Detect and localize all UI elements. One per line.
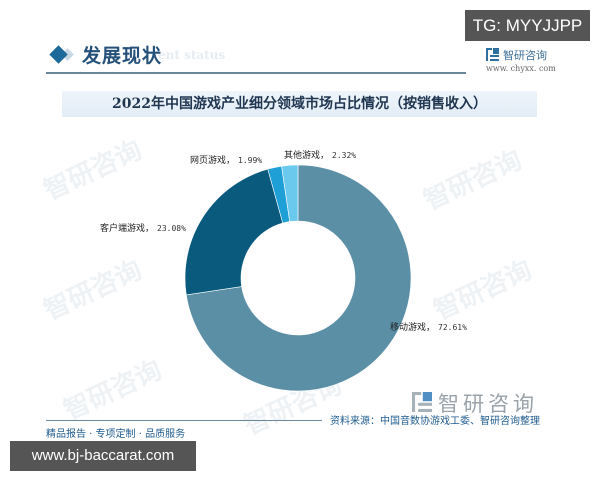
label-mobile-games: 移动游戏， 72.61% <box>390 323 467 333</box>
brand-logo-icon <box>486 48 499 61</box>
brand-name: 智研咨询 <box>503 49 547 62</box>
label-web-games-value: 1.99% <box>238 156 263 165</box>
data-source: 资料来源：中国音数协游戏工委、智研咨询整理 <box>330 416 540 427</box>
label-web-games: 网页游戏， 1.99% <box>190 156 263 166</box>
brand-url: www. chyxx. com <box>486 64 556 73</box>
chart-title: 2022年中国游戏产业细分领域市场占比情况（按销售收入） <box>112 96 487 112</box>
slice-other-games <box>281 164 299 222</box>
label-client-games-name: 客户端游戏 <box>100 224 146 234</box>
label-mobile-games-value: 72.61% <box>438 323 467 332</box>
url-overlay-badge: www.bj-baccarat.com <box>10 441 196 471</box>
tg-overlay-badge: TG: MYYJJPP <box>465 10 590 41</box>
section-title: 发展现状 <box>82 45 163 67</box>
label-other-games: 其他游戏， 2.32% <box>284 151 357 161</box>
label-client-games-value: 23.08% <box>157 224 186 233</box>
slice-mobile-games <box>185 164 412 392</box>
label-client-games: 客户端游戏， 23.08% <box>100 224 186 234</box>
label-other-games-value: 2.32% <box>332 151 357 160</box>
footer-divider <box>46 420 322 421</box>
tagline: 精品报告 · 专项定制 · 品质服务 <box>46 429 186 440</box>
section-subtitle: ent status <box>158 48 226 62</box>
chart-title-bar: 2022年中国游戏产业细分领域市场占比情况（按销售收入） <box>62 91 537 117</box>
header-divider <box>46 72 466 74</box>
label-other-games-name: 其他游戏 <box>284 151 321 161</box>
label-web-games-name: 网页游戏 <box>190 156 227 166</box>
label-mobile-games-name: 移动游戏 <box>390 323 427 333</box>
footer-brand-logo-icon <box>412 392 432 412</box>
slice-client-games <box>184 168 284 296</box>
section-header: ent status 发展现状 <box>46 38 566 72</box>
footer-brand-name: 智研咨询 <box>438 392 538 416</box>
